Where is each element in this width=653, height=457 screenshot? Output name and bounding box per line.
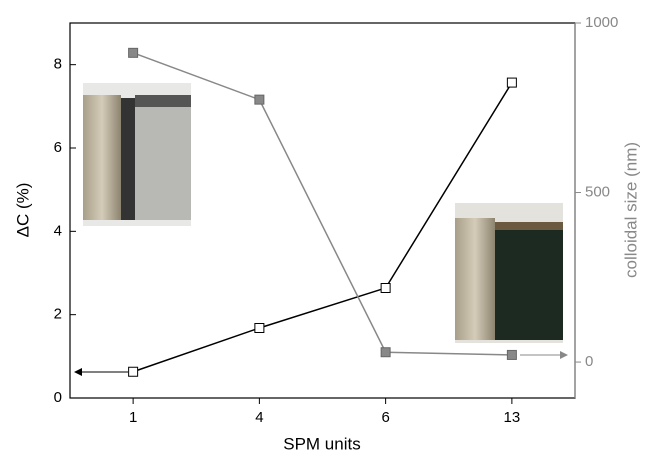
- x-tick-label: 6: [381, 409, 389, 426]
- x-axis-label: SPM units: [283, 434, 360, 453]
- y2-tick-label: 1000: [585, 14, 618, 31]
- x-tick-label: 1: [129, 409, 137, 426]
- y-axis-label: ΔC (%): [13, 183, 32, 238]
- data-point: [381, 348, 390, 357]
- arrow-left: [74, 368, 128, 376]
- y2-axis-label: colloidal size (nm): [621, 142, 640, 278]
- y-tick-label: 4: [54, 222, 62, 239]
- data-point: [129, 367, 138, 376]
- x-tick-label: 13: [504, 409, 521, 426]
- data-point: [255, 324, 264, 333]
- y2-tick-label: 0: [585, 353, 593, 370]
- y-tick-label: 0: [54, 389, 62, 406]
- data-point: [507, 78, 516, 87]
- photo-right: [455, 203, 563, 343]
- arrow-right: [520, 351, 568, 359]
- x-tick-label: 4: [255, 409, 263, 426]
- chart: SPM units ΔC (%) colloidal size (nm) 0 2 4…: [0, 0, 653, 457]
- data-point: [129, 48, 138, 57]
- data-point: [255, 95, 264, 104]
- photo-left: [83, 83, 191, 226]
- y-tick-label: 6: [54, 139, 62, 156]
- data-point: [507, 350, 516, 359]
- y-tick-label: 2: [54, 306, 62, 323]
- y-tick-label: 8: [54, 56, 62, 73]
- data-point: [381, 284, 390, 293]
- y2-tick-label: 500: [585, 183, 610, 200]
